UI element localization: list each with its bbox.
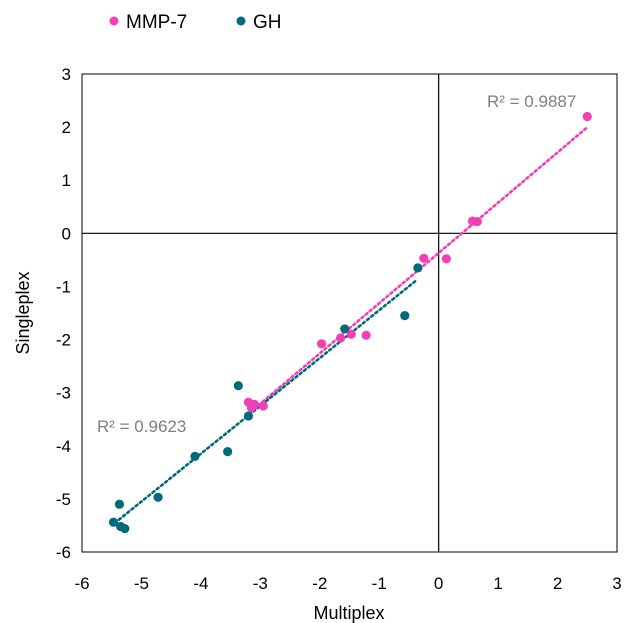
data-point-gh [108,517,119,527]
plot-area-border [81,73,618,553]
data-point-gh [413,263,423,273]
data-point-mmp7 [582,111,592,122]
legend-marker-gh [236,16,246,26]
data-point-mmp7 [258,401,268,411]
r2-label-gh: R² = 0.9623 [97,417,186,436]
x-tick-label: -3 [253,574,268,593]
x-tick-label: -2 [312,574,327,593]
data-point-mmp7 [467,216,478,226]
y-tick-label: -2 [56,331,71,350]
y-tick-label: 2 [62,118,71,137]
r2-label-mmp7: R² = 0.9887 [487,92,576,111]
legend-marker-mmp7 [109,16,119,26]
x-axis-title: Multiplex [313,603,384,623]
data-point-gh [190,451,200,461]
data-point-mmp7 [419,253,429,263]
x-tick-label: -6 [74,574,89,593]
data-point-mmp7 [441,254,451,264]
y-axis-title: Singleplex [13,271,33,354]
x-tick-label: 0 [434,574,443,593]
data-point-gh [340,324,350,334]
y-tick-label: 0 [62,224,71,243]
legend-label-gh: GH [253,12,282,33]
x-tick-labels: -6 -5 -4 -3 -2 -1 0 1 2 3 [74,574,621,593]
y-tick-label: -5 [56,490,71,509]
data-point-mmp7 [316,339,327,349]
trendlines [113,125,589,525]
x-tick-label: -4 [193,574,208,593]
data-point-mmp7 [335,333,346,343]
data-points [108,111,592,534]
trendline-gh [113,279,418,525]
legend-label-mmp7: MMP-7 [126,12,187,33]
data-point-mmp7 [346,329,356,339]
data-point-mmp7 [243,397,254,407]
y-tick-label: -4 [56,437,71,456]
data-point-gh [233,381,243,391]
data-point-gh [153,492,163,502]
data-point-gh [114,499,125,509]
y-tick-label: -6 [56,543,71,562]
data-point-gh [243,411,254,421]
y-tick-label: 1 [62,171,71,190]
data-point-gh [223,447,233,457]
y-tick-label: -3 [56,384,71,403]
y-tick-labels: 3 2 1 0 -1 -2 -3 -4 -5 -6 [56,65,71,562]
x-tick-label: -1 [372,574,387,593]
x-tick-label: 1 [493,574,502,593]
data-point-mmp7 [361,330,371,340]
zero-axes [82,74,617,552]
x-tick-label: 2 [553,574,562,593]
x-tick-label: 3 [612,574,621,593]
data-point-gh [400,311,410,321]
legend: MMP-7 GH [109,12,282,33]
y-tick-label: -1 [56,277,71,296]
y-tick-label: 3 [62,65,71,84]
x-tick-label: -5 [134,574,149,593]
data-point-gh [120,524,130,534]
